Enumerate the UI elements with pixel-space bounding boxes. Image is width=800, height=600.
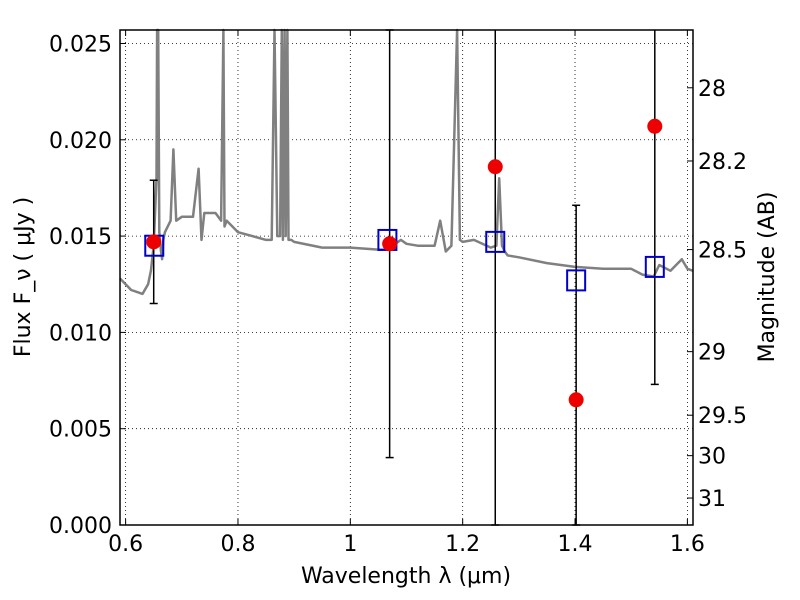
right-tick-label: 29 [698,341,726,366]
x-axis-title: Wavelength λ (μm) [301,564,511,589]
observed-flux-point [487,159,503,175]
right-tick-label: 28.2 [698,150,747,175]
model-spectrum-line [119,28,694,296]
observed-flux-point [647,118,663,134]
model-flux-square [644,255,665,278]
right-tick-label: 28 [698,77,726,102]
x-tick-label: 0.8 [220,532,255,557]
model-flux-square [566,269,587,292]
model-photometry-layer [144,228,665,292]
y-tick-label: 0.015 [49,225,112,250]
right-tick-label: 30 [698,445,726,470]
x-tick-label: 1.2 [445,532,480,557]
observed-photometry-layer [146,118,663,408]
observed-flux-point [382,236,398,252]
grid-lines [120,30,693,526]
right-tick-label: 31 [698,487,726,512]
x-tick-label: 1 [343,532,357,557]
observed-flux-point [146,234,162,250]
right-tick-label: 29.5 [698,404,747,429]
error-bar [650,30,659,386]
y-tick-label: 0.020 [49,129,112,154]
y-axis-title: Flux F_ν ( μJy ) [11,197,36,357]
tick-layer: 0.6 0.8 1 1.2 1.4 1.6 0.000 0.005 0.010 0.015 0.02… [49,30,747,557]
y-tick-label: 0.000 [49,514,112,539]
right-tick-label: 28.5 [698,239,747,264]
spectrum-layer [119,28,694,296]
x-tick-label: 1.6 [670,532,705,557]
observed-flux-point [568,392,584,408]
plot-background [120,30,693,525]
y-tick-label: 0.025 [49,32,112,57]
x-tick-label: 1.4 [558,532,593,557]
x-tick-label: 0.6 [108,532,143,557]
y-tick-label: 0.010 [49,321,112,346]
right-axis-title: Magnitude (AB) [755,192,780,363]
plot-frame [119,29,694,526]
y-tick-label: 0.005 [49,418,112,443]
model-flux-square [485,230,506,253]
